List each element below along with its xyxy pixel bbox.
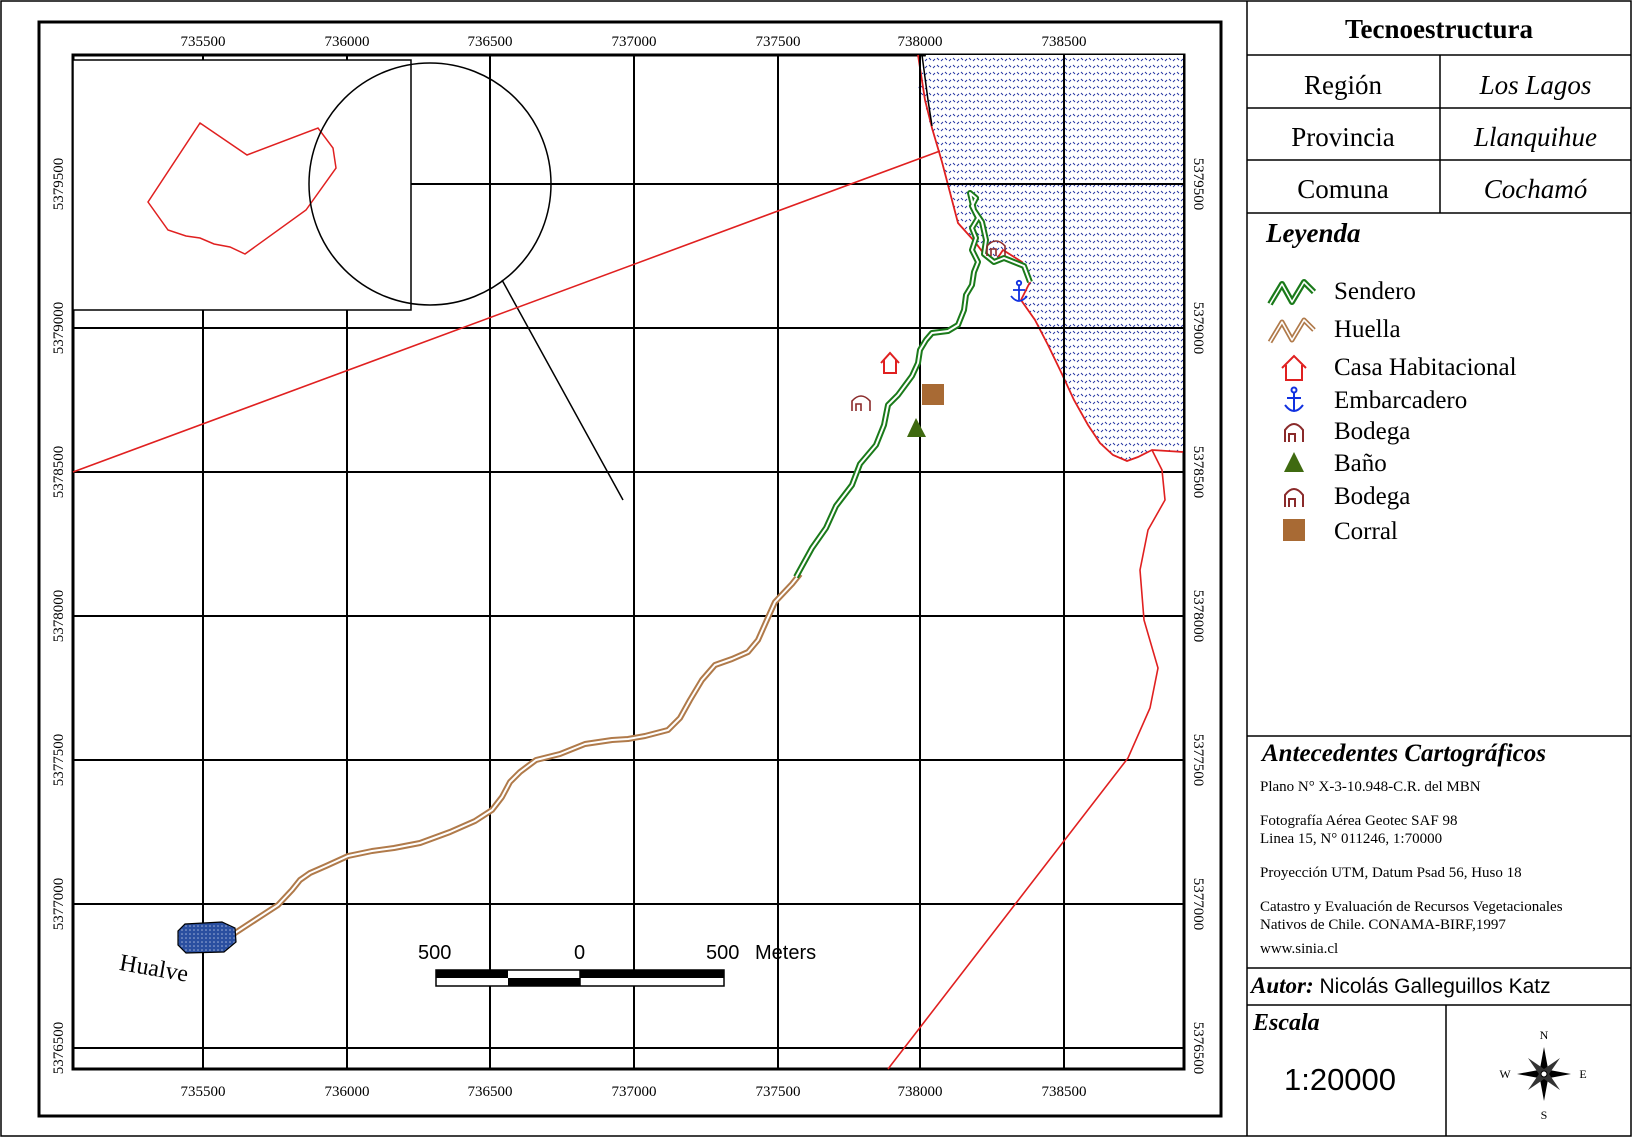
map-inner-frame	[71, 53, 1186, 1071]
inset-locator-map	[72, 59, 624, 501]
x-tick-bottom: 735500	[181, 1084, 226, 1100]
legend-label: Bodega	[1334, 418, 1411, 445]
y-tick-right: 5377500	[1190, 734, 1206, 787]
region-value: Los Lagos	[1479, 70, 1592, 100]
legend-label: Corral	[1334, 518, 1398, 545]
y-tick-left: 5378500	[51, 446, 67, 499]
x-tick-bottom: 736000	[325, 1084, 370, 1100]
legend-label: Huella	[1334, 316, 1401, 343]
square-icon	[922, 384, 944, 405]
house-icon	[880, 351, 900, 374]
antecedentes-line: Fotografía Aérea Geotec SAF 98	[1260, 813, 1458, 829]
x-tick-bottom: 736500	[468, 1084, 513, 1100]
x-tick-top: 736000	[325, 34, 370, 50]
lake-hualve	[177, 921, 237, 954]
commune-value: Cochamó	[1483, 174, 1588, 204]
compass-e: E	[1579, 1067, 1586, 1081]
storehouse-icon	[1284, 423, 1304, 442]
water-body	[918, 55, 1183, 461]
antecedentes-line: Catastro y Evaluación de Recursos Vegeta…	[1260, 899, 1563, 915]
region-label: Región	[1304, 70, 1382, 100]
commune-label: Comuna	[1297, 174, 1389, 204]
house-icon	[1281, 354, 1307, 381]
storehouse-icon	[986, 240, 1006, 256]
scale-value: 1:20000	[1283, 1062, 1397, 1097]
legend-label: Embarcadero	[1334, 387, 1468, 414]
inset-zoom-circle	[308, 62, 552, 306]
scale-bar	[435, 969, 725, 987]
antecedentes-line: Nativos de Chile. CONAMA-BIRF,1997	[1260, 917, 1506, 933]
x-tick-bottom: 737000	[612, 1084, 657, 1100]
panel-rules	[1246, 1, 1631, 1136]
y-tick-left: 5376500	[51, 1022, 67, 1075]
y-tick-left: 5379000	[51, 302, 67, 355]
y-tick-left: 5377000	[51, 878, 67, 931]
legend-label: Bodega	[1334, 483, 1411, 510]
antecedentes-heading: Antecedentes Cartográficos	[1262, 740, 1547, 767]
scale-label-right: 500	[706, 942, 740, 964]
y-tick-right: 5377000	[1190, 878, 1206, 931]
anchor-icon	[1284, 386, 1304, 412]
legend-label: Casa Habitacional	[1334, 354, 1517, 381]
compass-rose-icon: N S E W	[1499, 1028, 1586, 1122]
scale-label-unit: Meters	[755, 942, 817, 964]
y-tick-right: 5379000	[1190, 302, 1206, 355]
x-tick-top: 737500	[756, 34, 801, 50]
antecedentes-line: Proyección UTM, Datum Psad 56, Huso 18	[1260, 865, 1522, 881]
antecedentes-line: www.sinia.cl	[1260, 941, 1339, 957]
x-tick-bottom: 738000	[898, 1084, 943, 1100]
x-tick-top: 737000	[612, 34, 657, 50]
x-tick-top: 738500	[1042, 34, 1087, 50]
y-tick-right: 5379500	[1190, 158, 1206, 211]
y-tick-left: 5378000	[51, 590, 67, 643]
antecedentes-line: Linea 15, N° 011246, 1:70000	[1260, 831, 1443, 847]
y-tick-right: 5378500	[1190, 446, 1206, 499]
legend-heading: Leyenda	[1266, 218, 1361, 248]
triangle-icon	[907, 418, 926, 437]
legend-label: Baño	[1334, 450, 1387, 477]
compass-n: N	[1540, 1028, 1549, 1042]
coordinate-grid	[73, 55, 1184, 1069]
author-line: Autor: Nicolás Galleguillos Katz	[1251, 973, 1551, 999]
inset-leader-line	[501, 279, 624, 501]
y-tick-left: 5379500	[51, 158, 67, 211]
coast-edge	[921, 54, 933, 127]
y-tick-left: 5377500	[51, 734, 67, 787]
x-tick-top: 736500	[468, 34, 513, 50]
scale-label-left: 500	[418, 942, 452, 964]
triangle-icon	[1284, 452, 1304, 472]
x-tick-top: 738000	[898, 34, 943, 50]
trail-symbol-icon	[1267, 279, 1317, 306]
legend-label: Sendero	[1334, 278, 1416, 305]
boundary-line	[72, 150, 941, 473]
panel-title: Tecnoestructura	[1345, 14, 1533, 44]
antecedentes-line: Plano N° X-3-10.948-C.R. del MBN	[1260, 779, 1481, 795]
x-tick-bottom: 737500	[756, 1084, 801, 1100]
scale-heading: Escala	[1253, 1010, 1320, 1036]
province-value: Llanquihue	[1473, 122, 1597, 152]
compass-w: W	[1499, 1067, 1511, 1081]
x-tick-top: 735500	[181, 34, 226, 50]
compass-s: S	[1541, 1108, 1548, 1122]
trail-sendero	[793, 190, 1033, 579]
anchor-icon	[1010, 279, 1028, 302]
province-label: Provincia	[1291, 122, 1395, 152]
y-axis-labels: 5379500 5379000 5378500 5378000 5377500 …	[51, 158, 1206, 1075]
footpath-huella	[230, 572, 803, 938]
x-tick-bottom: 738500	[1042, 1084, 1087, 1100]
square-icon	[1283, 519, 1305, 541]
storehouse-icon	[1284, 488, 1304, 507]
boundary-line	[887, 449, 1166, 1070]
footpath-symbol-icon	[1267, 317, 1316, 344]
storehouse-icon	[851, 395, 871, 411]
author-label: Autor:	[1251, 973, 1314, 998]
y-tick-right: 5378000	[1190, 590, 1206, 643]
map-outer-frame	[37, 20, 1223, 1118]
x-axis-labels: 735500 736000 736500 737000 737500 73800…	[181, 34, 1087, 1100]
y-tick-right: 5376500	[1190, 1022, 1206, 1075]
scale-label-mid: 0	[574, 942, 586, 964]
author-name: Nicolás Galleguillos Katz	[1319, 975, 1551, 998]
